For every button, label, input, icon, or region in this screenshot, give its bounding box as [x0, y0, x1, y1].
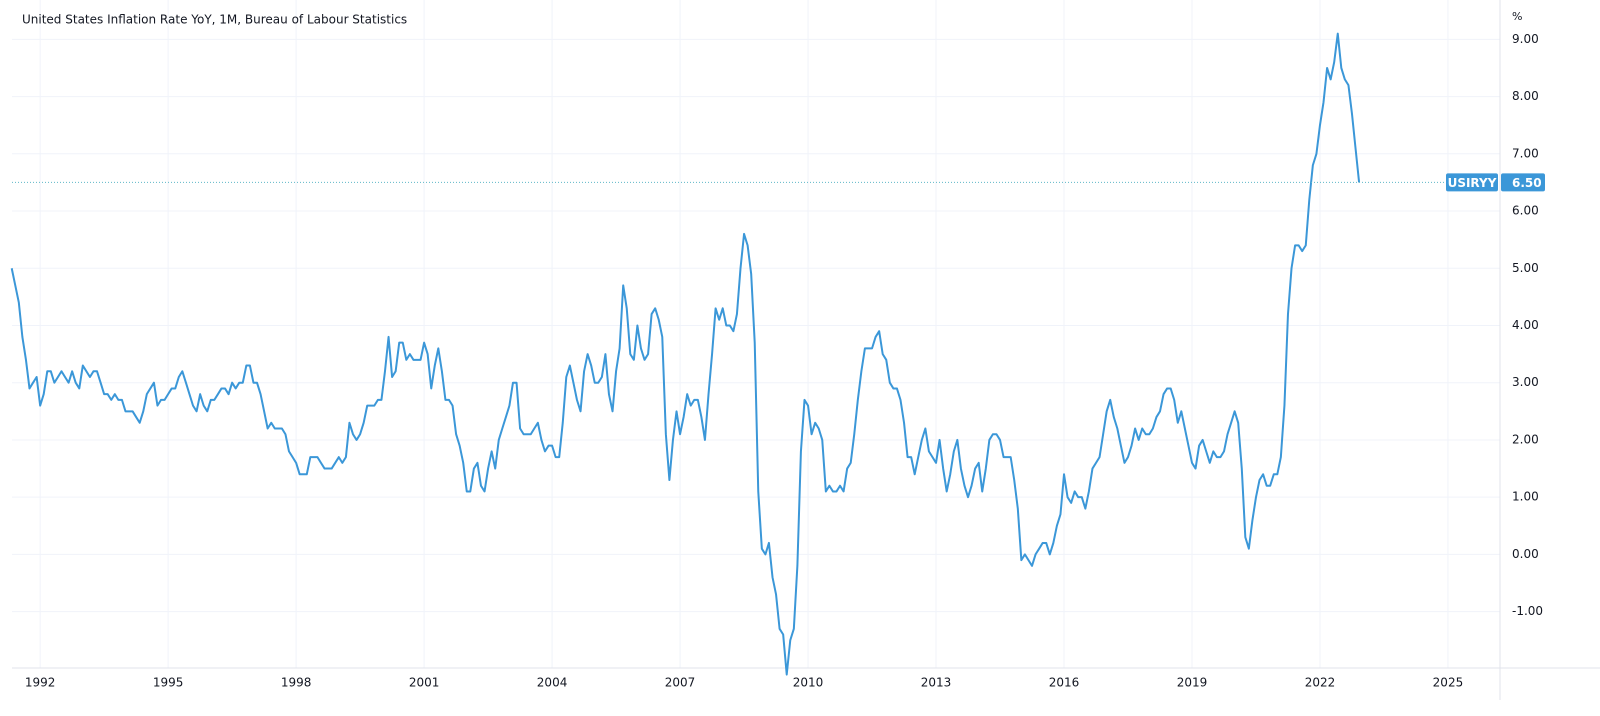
y-tick-label: 0.00 [1512, 547, 1539, 561]
x-tick-label: 2025 [1433, 676, 1464, 690]
x-tick-label: 1998 [281, 676, 312, 690]
x-tick-label: 2016 [1049, 676, 1080, 690]
x-tick-label: 2010 [793, 676, 824, 690]
last-value-name: USIRYY [1448, 176, 1497, 190]
x-tick-label: 2001 [409, 676, 440, 690]
last-value-tag-bg [1501, 173, 1545, 192]
x-tick-label: 1995 [153, 676, 184, 690]
y-tick-label: 8.00 [1512, 89, 1539, 103]
y-tick-label: -1.00 [1512, 604, 1543, 618]
x-tick-label: 2004 [537, 676, 568, 690]
x-tick-label: 2019 [1177, 676, 1208, 690]
x-tick-label: 2007 [665, 676, 696, 690]
y-tick-label: 1.00 [1512, 490, 1539, 504]
y-tick-label: 7.00 [1512, 146, 1539, 160]
y-tick-label: 2.00 [1512, 432, 1539, 446]
last-value-label: 6.50 [1512, 176, 1542, 190]
y-tick-label: 6.00 [1512, 204, 1539, 218]
grid [12, 0, 1500, 668]
y-tick-label: 3.00 [1512, 375, 1539, 389]
y-tick-label: 9.00 [1512, 32, 1539, 46]
x-tick-label: 2013 [921, 676, 952, 690]
y-unit: % [1512, 10, 1522, 23]
x-tick-label: 1992 [25, 676, 56, 690]
last-value-name-bg [1446, 173, 1498, 192]
y-tick-label: 4.00 [1512, 318, 1539, 332]
x-tick-label: 2022 [1305, 676, 1336, 690]
y-tick-label: 5.00 [1512, 261, 1539, 275]
data-line [10, 32, 1361, 676]
chart-title: United States Inflation Rate YoY, 1M, Bu… [22, 13, 407, 27]
